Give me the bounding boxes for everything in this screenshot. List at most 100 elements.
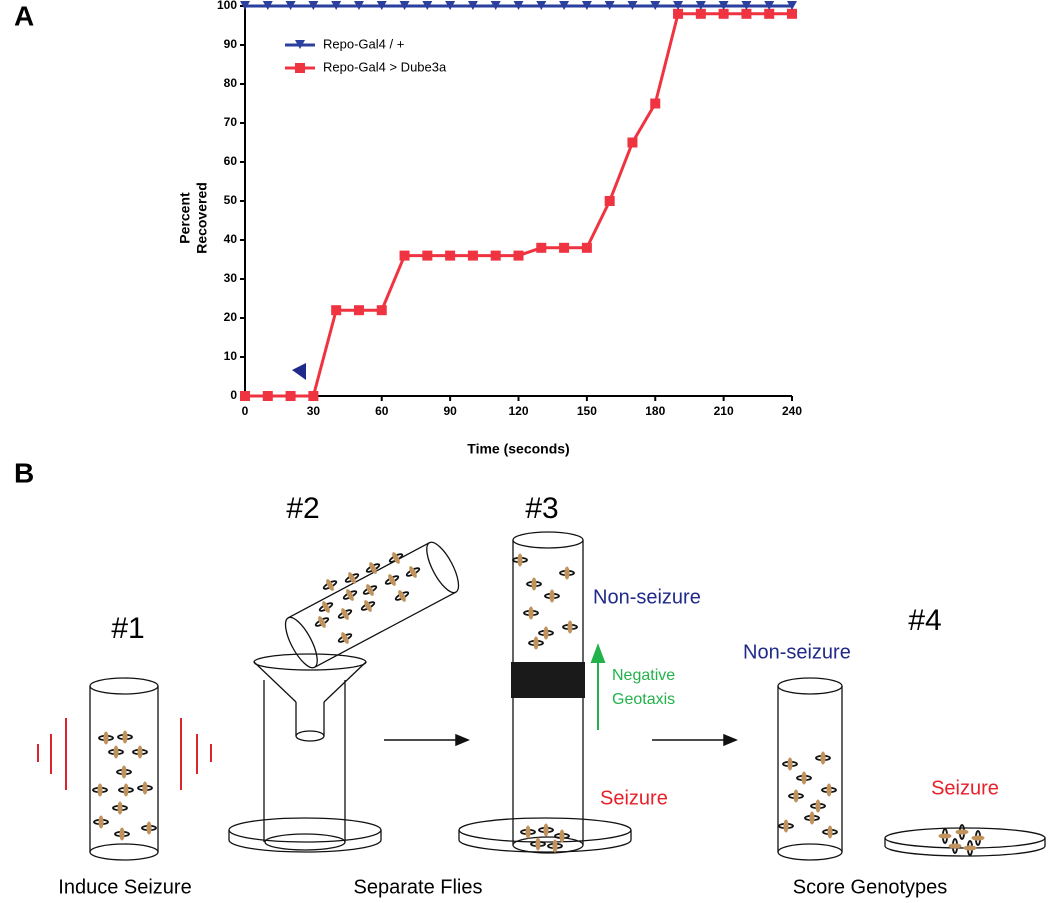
- legend-label: Repo-Gal4 / +: [323, 36, 404, 51]
- data-point: [331, 1, 342, 10]
- y-tick-label: 60: [224, 154, 238, 168]
- data-point: [513, 250, 524, 261]
- data-point: [604, 1, 615, 10]
- fly: [782, 757, 798, 771]
- data-point: [695, 1, 706, 10]
- chart: 0 10 20 30 40 50 60 70 80 90 100 0 30 60 90 120 150 180 21…: [177, 0, 803, 457]
- petri-dish: [228, 817, 382, 853]
- fly: [132, 745, 148, 759]
- fly-body: [938, 833, 952, 839]
- fly-body: [398, 590, 406, 602]
- y-tick-label: 80: [224, 76, 238, 90]
- fly-body: [533, 636, 539, 650]
- fly-body: [146, 821, 152, 835]
- data-point: [559, 242, 570, 253]
- fly-body: [142, 781, 148, 795]
- fly-body: [392, 552, 400, 564]
- non-seizure-label: Non-seizure: [593, 586, 701, 608]
- fly: [116, 765, 132, 779]
- x-tick-label: 240: [782, 404, 802, 418]
- fly: [822, 825, 838, 839]
- data-point: [764, 1, 775, 10]
- fly-body: [552, 839, 558, 853]
- data-point: [581, 242, 592, 253]
- fly: [538, 626, 554, 640]
- fly: [362, 584, 378, 596]
- fly-body: [113, 745, 119, 759]
- fly-body: [137, 745, 143, 759]
- data-point: [741, 8, 752, 19]
- tube: [777, 677, 843, 861]
- y-axis-label: Recovered: [194, 182, 210, 254]
- data-point: [445, 250, 456, 261]
- fly: [528, 636, 544, 650]
- data-point: [627, 137, 638, 148]
- data-point: [467, 1, 478, 10]
- data-point: [695, 8, 706, 19]
- fly-body: [318, 616, 326, 628]
- fly-body: [348, 572, 356, 584]
- data-point: [604, 196, 615, 206]
- data-point: [467, 250, 478, 261]
- fly-body: [809, 811, 815, 825]
- data-point: [331, 305, 342, 316]
- x-tick-label: 180: [645, 404, 665, 418]
- fly: [92, 783, 108, 797]
- petri-dish: [458, 817, 632, 853]
- y-tick-label: 20: [224, 310, 238, 324]
- step-number: #3: [525, 492, 558, 525]
- data-point: [787, 8, 797, 19]
- fly-body: [801, 771, 807, 785]
- vibration-lines: [37, 718, 212, 790]
- fly-body: [826, 783, 832, 797]
- data-point: [673, 1, 684, 10]
- fly: [118, 783, 134, 797]
- panel-label: A: [14, 0, 34, 31]
- y-tick-label: 30: [224, 271, 238, 285]
- fly-body: [948, 843, 962, 849]
- fly-body: [366, 584, 374, 596]
- fly: [388, 552, 404, 564]
- data-point: [353, 1, 364, 10]
- fly-body: [97, 783, 103, 797]
- fly: [114, 827, 130, 841]
- fly: [137, 781, 153, 795]
- fly: [971, 830, 985, 846]
- fly: [93, 815, 109, 829]
- data-point: [353, 305, 364, 316]
- data-point: [787, 1, 797, 10]
- data-point: [399, 1, 410, 10]
- x-tick-label: 210: [714, 404, 734, 418]
- fly: [955, 824, 969, 840]
- fly-body: [364, 600, 372, 612]
- fly-body: [322, 601, 330, 613]
- data-point: [490, 1, 501, 10]
- fly: [538, 823, 554, 837]
- data-point: [262, 1, 273, 10]
- caption: Separate Flies: [354, 876, 483, 898]
- fly: [948, 838, 962, 854]
- data-point: [513, 1, 524, 10]
- data-point: [650, 98, 661, 109]
- fly: [530, 837, 546, 851]
- data-point: [285, 1, 296, 10]
- x-tick-label: 150: [577, 404, 597, 418]
- fly: [520, 825, 536, 839]
- data-point: [308, 1, 319, 10]
- fly: [318, 601, 334, 613]
- fly-body: [815, 799, 821, 813]
- fly-body: [787, 757, 793, 771]
- data-point: [718, 1, 729, 10]
- fly: [117, 730, 133, 744]
- fly-body: [564, 566, 570, 580]
- fly-body: [517, 553, 523, 567]
- fly: [322, 579, 338, 591]
- fly: [810, 799, 826, 813]
- fly-body: [326, 579, 334, 591]
- data-point: [445, 1, 456, 10]
- fly-body: [793, 789, 799, 803]
- fly: [963, 840, 977, 856]
- fly: [98, 731, 114, 745]
- fly-body: [369, 562, 377, 574]
- fly-body: [955, 829, 969, 835]
